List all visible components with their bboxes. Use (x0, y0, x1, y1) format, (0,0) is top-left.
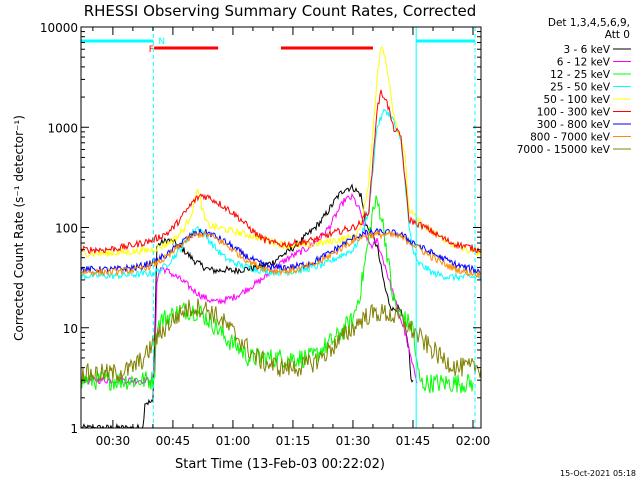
chart-title: RHESSI Observing Summary Count Rates, Co… (84, 2, 477, 20)
footer-timestamp: 15-Oct-2021 05:18 (560, 469, 636, 478)
series-layer (81, 46, 481, 428)
legend-entry-label: 6 - 12 keV (557, 57, 611, 69)
x-tick-label: 00:30 (96, 434, 131, 448)
y-tick-label: 10000 (40, 21, 78, 35)
series-6-12-kev (81, 192, 418, 386)
legend-header: Det 1,3,4,5,6,9, (548, 17, 630, 29)
series-100-300-kev (81, 89, 481, 254)
x-tick-label: 01:00 (216, 434, 251, 448)
legend-entry-label: 50 - 100 keV (543, 94, 610, 106)
x-tick-label: 01:45 (396, 434, 431, 448)
axes: 1 10 100 1000 10000 00:30 00:45 01:00 01:15 01:30… (40, 21, 490, 448)
coverage-bars: FN (81, 37, 475, 55)
x-tick-label: 00:45 (156, 434, 191, 448)
series-3-6-kev (81, 183, 414, 428)
legend-entry-label: 7000 - 15000 keV (517, 144, 611, 156)
y-tick-label: 1000 (47, 121, 78, 135)
series-7000-15000-kev (81, 298, 481, 385)
legend-entry-label: 25 - 50 keV (550, 82, 611, 94)
x-axis-label: Start Time (13-Feb-03 00:22:02) (175, 457, 385, 472)
legend-header: Att 0 (605, 29, 630, 41)
series-800-7000-kev (81, 230, 481, 278)
y-axis-label: Corrected Count Rate (s⁻¹ detector⁻¹) (12, 115, 26, 341)
legend-entry-label: 100 - 300 keV (537, 107, 611, 119)
flag-f: F (149, 45, 154, 55)
legend-entry-label: 800 - 7000 keV (530, 132, 611, 144)
x-tick-label: 01:15 (276, 434, 311, 448)
y-tick-label: 100 (55, 222, 78, 236)
legend-entry-label: 12 - 25 keV (550, 69, 611, 81)
x-tick-label: 02:00 (456, 434, 491, 448)
flag-n: N (158, 37, 165, 47)
y-tick-label: 10 (63, 322, 78, 336)
y-tick-label: 1 (70, 422, 78, 436)
legend-entry-label: 300 - 800 keV (537, 119, 611, 131)
series-25-50-kev (81, 108, 481, 282)
x-tick-label: 01:30 (336, 434, 371, 448)
series-50-100-kev (81, 46, 481, 258)
legend-entry-label: 3 - 6 keV (563, 44, 610, 56)
